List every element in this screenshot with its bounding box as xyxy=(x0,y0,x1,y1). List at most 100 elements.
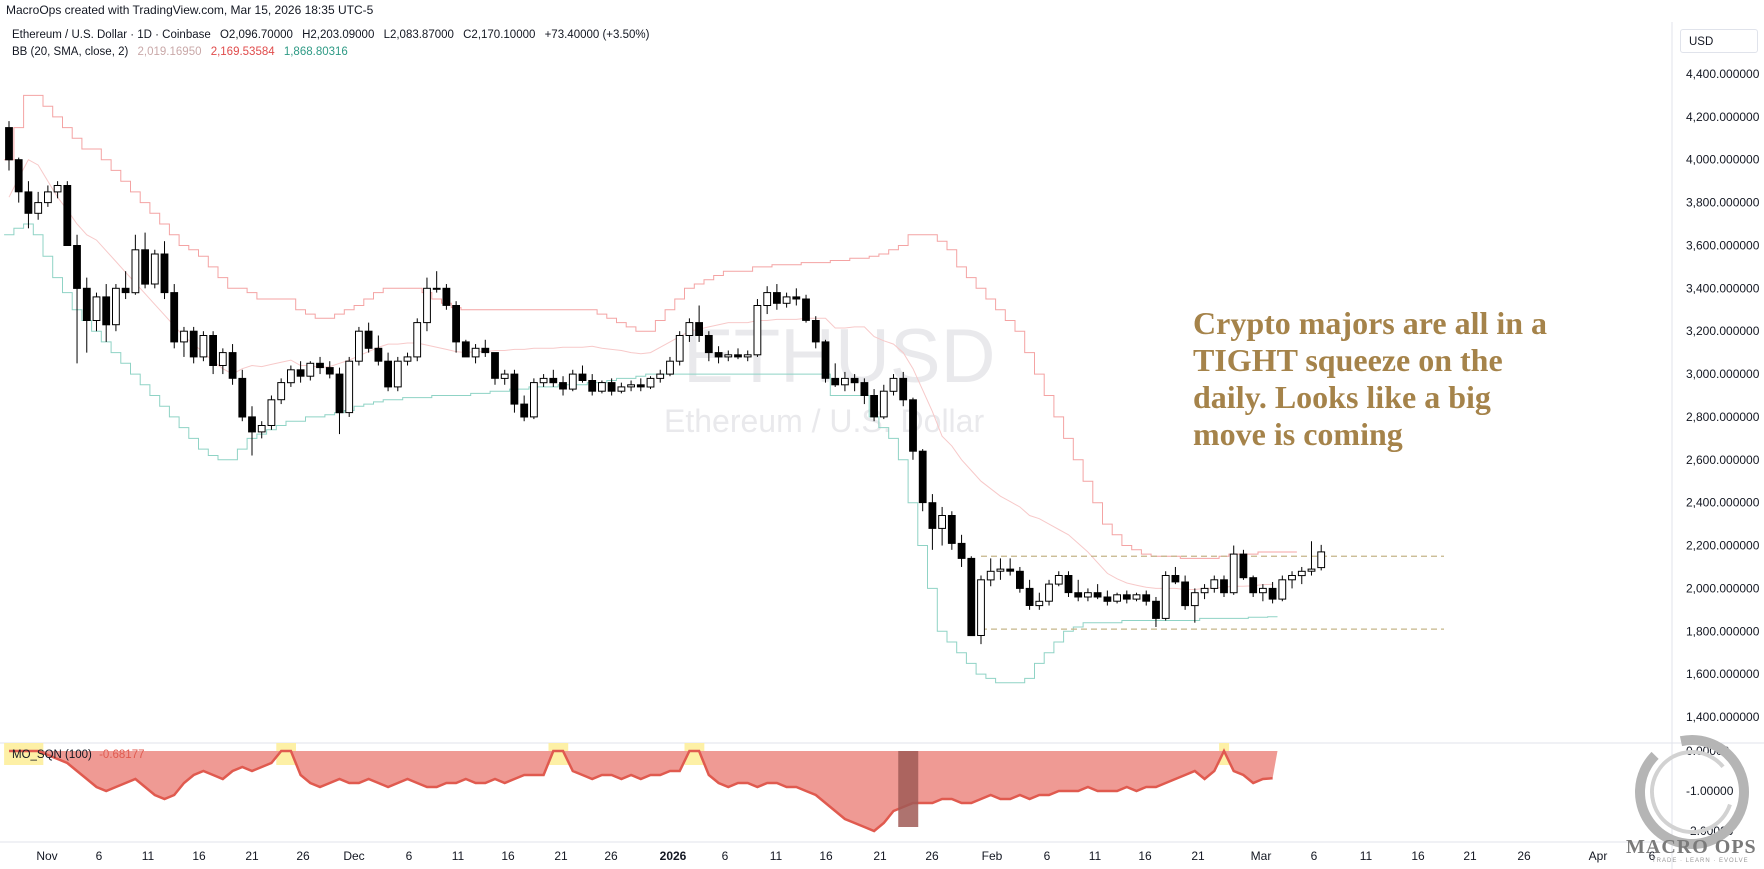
candle xyxy=(452,301,461,353)
y-tick-label: 3,200.000000 xyxy=(1686,324,1760,338)
candle-body xyxy=(150,253,159,285)
candle-body xyxy=(384,360,393,388)
candle xyxy=(1006,558,1015,576)
candle xyxy=(1249,575,1258,597)
y-tick-label: 2,400.000000 xyxy=(1686,496,1760,510)
currency-button[interactable]: USD xyxy=(1680,29,1758,53)
bb-label[interactable]: BB (20, SMA, close, 2) xyxy=(12,46,129,58)
candle xyxy=(170,284,179,349)
candle xyxy=(442,284,451,310)
candle xyxy=(199,331,208,362)
candle xyxy=(1064,571,1073,597)
candle-body xyxy=(1152,600,1160,619)
candle xyxy=(957,534,966,567)
candle-body xyxy=(656,373,665,379)
candle-body xyxy=(491,352,499,379)
candle-body xyxy=(73,245,81,289)
y-tick-label: 1,400.000000 xyxy=(1686,710,1760,724)
candle-body xyxy=(977,579,985,636)
candle-body xyxy=(1045,583,1053,602)
candle-body xyxy=(355,330,363,362)
candle xyxy=(977,575,985,645)
candle xyxy=(1171,566,1180,585)
y-tick-label: 3,800.000000 xyxy=(1686,196,1760,210)
x-tick-label: 21 xyxy=(873,849,887,863)
candle xyxy=(1161,571,1170,621)
candle xyxy=(559,376,567,396)
candle xyxy=(947,511,956,550)
x-tick-label: 26 xyxy=(604,849,618,863)
candle xyxy=(821,339,830,383)
candle-body xyxy=(325,367,334,375)
candle-body xyxy=(909,399,917,452)
squeeze-name[interactable]: MO_SQN (100) xyxy=(12,749,92,761)
candle xyxy=(695,305,704,342)
open-value: O2,096.70000 xyxy=(219,29,293,41)
x-tick-label: 21 xyxy=(554,849,568,863)
x-tick-label: 26 xyxy=(1517,849,1531,863)
candle-body xyxy=(1016,570,1024,589)
x-tick-label: 6 xyxy=(1044,849,1051,863)
annotation-text: Crypto majors are all in a TIGHT squeeze… xyxy=(1193,305,1548,452)
candle xyxy=(909,397,917,460)
logo-text: MACRO OPS xyxy=(1626,836,1757,858)
candle-body xyxy=(442,287,451,306)
candle-body xyxy=(1239,553,1248,579)
x-tick-label: Dec xyxy=(343,849,364,863)
candle xyxy=(714,346,723,364)
candle-body xyxy=(520,403,529,418)
candle-body xyxy=(899,377,908,401)
candle xyxy=(287,365,295,387)
candle-body xyxy=(1054,575,1063,585)
candle xyxy=(345,356,354,417)
candle-body xyxy=(957,542,966,559)
candle-body xyxy=(345,360,354,414)
x-tick-label: 26 xyxy=(296,849,310,863)
candle-body xyxy=(704,335,713,354)
candle xyxy=(1113,592,1121,604)
candle xyxy=(1054,571,1063,587)
candle xyxy=(1142,590,1151,606)
candle xyxy=(112,284,120,332)
candle-body xyxy=(986,570,995,581)
candle-body xyxy=(1122,594,1131,600)
candle-body xyxy=(841,377,849,386)
candle xyxy=(1239,549,1248,580)
candle-body xyxy=(131,249,140,294)
candle-body xyxy=(1084,592,1092,598)
x-tick-label: 11 xyxy=(1089,849,1102,863)
candle xyxy=(1152,596,1160,627)
symbol-title[interactable]: Ethereum / U.S. Dollar · 1D · Coinbase xyxy=(12,29,211,41)
candle-body xyxy=(141,249,149,285)
x-tick-label: 6 xyxy=(406,849,413,863)
candle xyxy=(1122,590,1131,604)
squeeze-on-bar xyxy=(684,743,695,765)
candle-body xyxy=(889,377,898,392)
candle-body xyxy=(598,382,606,392)
bb-upper-value: 2,169.53584 xyxy=(210,46,275,58)
candle-body xyxy=(170,292,179,343)
candle-body xyxy=(1278,579,1287,600)
candle-body xyxy=(1132,594,1141,600)
squeeze-on-bar xyxy=(23,743,34,765)
candle-body xyxy=(364,330,373,349)
candle-body xyxy=(860,382,869,397)
candle xyxy=(150,249,159,289)
candle xyxy=(530,378,538,420)
candle xyxy=(510,369,519,413)
candle-body xyxy=(209,335,217,366)
candle xyxy=(189,326,198,364)
candle xyxy=(248,406,256,456)
candle-body xyxy=(675,335,684,362)
candle xyxy=(384,352,393,392)
candle xyxy=(753,299,762,357)
candle-body xyxy=(189,330,198,358)
close-value: C2,170.10000 xyxy=(463,29,536,41)
x-tick-label: 2026 xyxy=(660,849,687,863)
candle xyxy=(1220,575,1228,597)
candle xyxy=(520,395,529,422)
candle xyxy=(841,371,849,392)
x-tick-label: Nov xyxy=(36,849,57,863)
candle xyxy=(646,376,655,390)
